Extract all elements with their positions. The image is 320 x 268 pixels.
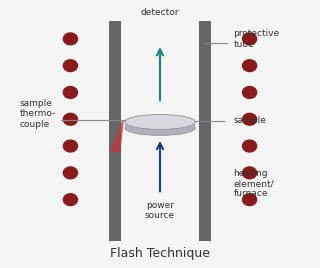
Polygon shape bbox=[110, 120, 123, 151]
Circle shape bbox=[63, 87, 77, 98]
Text: sample: sample bbox=[234, 116, 267, 125]
Circle shape bbox=[243, 87, 257, 98]
Circle shape bbox=[63, 194, 77, 206]
Ellipse shape bbox=[125, 120, 195, 135]
Circle shape bbox=[243, 113, 257, 125]
Bar bbox=[109, 21, 121, 241]
Ellipse shape bbox=[125, 114, 195, 129]
Circle shape bbox=[243, 194, 257, 206]
Bar bbox=[199, 21, 211, 241]
Text: heating
element/
furnace: heating element/ furnace bbox=[234, 169, 274, 199]
Text: protective
tube: protective tube bbox=[234, 29, 280, 49]
Circle shape bbox=[63, 140, 77, 152]
Text: power
source: power source bbox=[145, 201, 175, 220]
Circle shape bbox=[243, 60, 257, 72]
Circle shape bbox=[243, 167, 257, 179]
Circle shape bbox=[243, 33, 257, 45]
Circle shape bbox=[63, 33, 77, 45]
Text: Flash Technique: Flash Technique bbox=[110, 247, 210, 260]
Text: sample
thermo-
couple: sample thermo- couple bbox=[20, 99, 56, 129]
Bar bbox=[125, 122, 195, 128]
Circle shape bbox=[63, 113, 77, 125]
Text: detector: detector bbox=[141, 8, 179, 17]
Circle shape bbox=[63, 167, 77, 179]
Circle shape bbox=[63, 60, 77, 72]
Circle shape bbox=[243, 140, 257, 152]
